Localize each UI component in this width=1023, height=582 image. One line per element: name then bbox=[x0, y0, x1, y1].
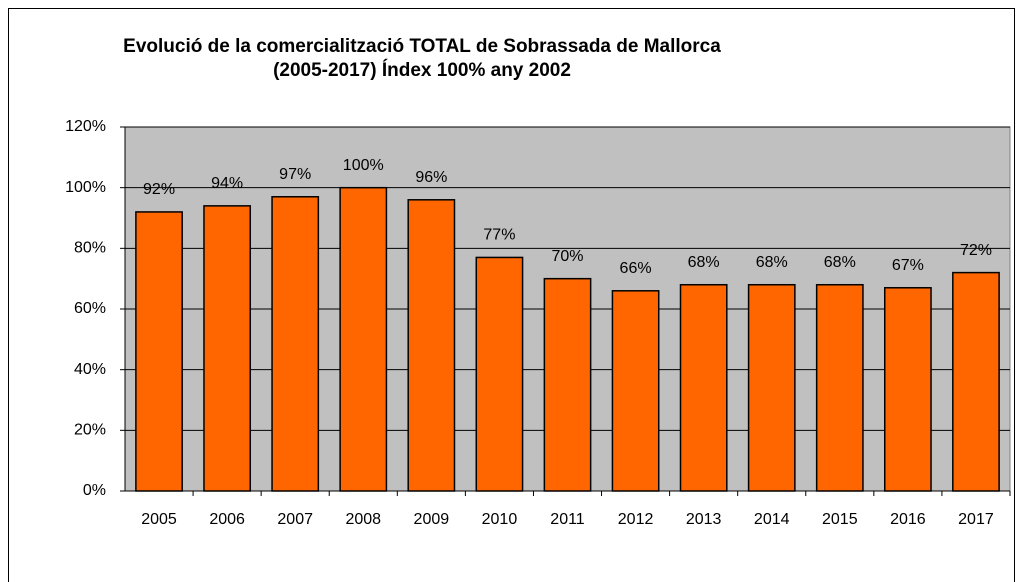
data-label: 68% bbox=[688, 254, 720, 271]
y-tick-label: 80% bbox=[74, 240, 106, 257]
x-tick-label: 2012 bbox=[618, 511, 654, 528]
bar bbox=[679, 283, 728, 492]
x-tick-label: 2007 bbox=[277, 511, 313, 528]
data-label: 100% bbox=[343, 157, 384, 174]
x-tick-label: 2009 bbox=[414, 511, 450, 528]
y-tick-label: 120% bbox=[65, 118, 106, 135]
bar bbox=[271, 196, 320, 492]
bar bbox=[952, 271, 1000, 492]
y-tick-label: 0% bbox=[83, 482, 106, 499]
x-tick-label: 2013 bbox=[686, 511, 722, 528]
data-label: 97% bbox=[279, 166, 311, 183]
data-label: 70% bbox=[551, 248, 583, 265]
bar bbox=[611, 290, 660, 492]
bar bbox=[339, 186, 388, 492]
data-label: 67% bbox=[892, 257, 924, 274]
x-tick-label: 2016 bbox=[890, 511, 926, 528]
bar bbox=[475, 256, 524, 492]
x-tick-label: 2010 bbox=[482, 511, 518, 528]
x-tick-label: 2015 bbox=[822, 511, 858, 528]
data-label: 68% bbox=[756, 254, 788, 271]
x-tick-label: 2005 bbox=[141, 511, 177, 528]
data-label: 92% bbox=[143, 181, 175, 198]
data-label: 66% bbox=[620, 260, 652, 277]
chart-subtitle: (2005-2017) Índex 100% any 2002 bbox=[273, 59, 571, 81]
bar bbox=[135, 211, 183, 492]
bar bbox=[407, 199, 456, 492]
y-tick-label: 20% bbox=[74, 422, 106, 439]
chart-title: Evolució de la comercialització TOTAL de… bbox=[123, 36, 721, 57]
x-tick-label: 2011 bbox=[550, 511, 585, 528]
bar bbox=[203, 205, 252, 492]
x-tick-label: 2014 bbox=[754, 511, 790, 528]
data-label: 77% bbox=[483, 227, 515, 244]
bar bbox=[747, 283, 796, 492]
x-tick-label: 2008 bbox=[345, 511, 381, 528]
data-label: 96% bbox=[415, 169, 447, 186]
y-tick-label: 40% bbox=[74, 361, 106, 378]
x-tick-label: 2006 bbox=[209, 511, 245, 528]
y-tick-label: 60% bbox=[74, 300, 106, 317]
bar bbox=[815, 283, 864, 492]
bar bbox=[543, 277, 592, 492]
x-tick-label: 2017 bbox=[958, 511, 994, 528]
data-label: 94% bbox=[211, 175, 243, 192]
data-label: 72% bbox=[960, 242, 992, 259]
bar bbox=[883, 287, 932, 492]
y-tick-label: 100% bbox=[65, 179, 106, 196]
data-label: 68% bbox=[824, 254, 856, 271]
